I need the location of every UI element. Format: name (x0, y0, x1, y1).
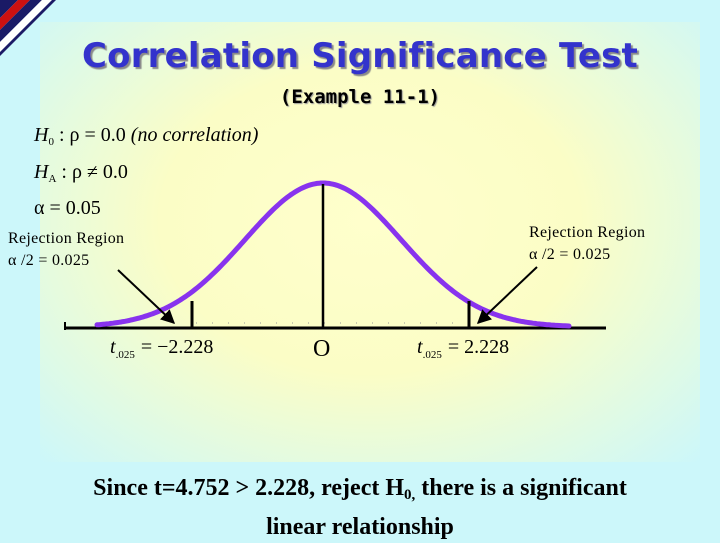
left-t-subscript: .025 (116, 349, 136, 361)
slide-title: Correlation Significance Test (82, 36, 638, 76)
corner-stripes-decoration (0, 0, 56, 56)
conclusion-part-2: there is a significant (415, 475, 627, 501)
right-rejection-title: Rejection Region (529, 224, 646, 241)
center-label: O (313, 336, 330, 362)
left-t-symbol: t (110, 336, 116, 358)
left-rejection-alpha: α /2 = 0.025 (8, 252, 90, 269)
h0-note: (no correlation) (130, 124, 259, 146)
conclusion-line-1: Since t=4.752 > 2.228, reject H0, there … (0, 472, 720, 511)
h0-expression: : ρ = 0.0 (58, 124, 126, 146)
right-t-subscript: .025 (423, 349, 443, 361)
ha-subscript: A (48, 173, 57, 185)
slide-subtitle: (Example 11-1) (279, 86, 441, 108)
conclusion-line-2: linear relationship (266, 514, 454, 540)
background-glow (40, 22, 700, 462)
alpha-level: α = 0.05 (34, 197, 101, 219)
right-t-value: = 2.228 (448, 336, 509, 358)
right-rejection-alpha: α /2 = 0.025 (529, 246, 611, 263)
h0-subscript: 0 (48, 136, 54, 148)
left-rejection-label: Rejection Region α /2 = 0.025 (8, 228, 124, 272)
left-rejection-arrow (117, 269, 176, 324)
right-rejection-label: Rejection Region α /2 = 0.025 (529, 222, 645, 266)
h0-letter: H (34, 124, 49, 146)
right-critical-label: t.025 = 2.228 (417, 336, 509, 361)
ha-expression: : ρ ≠ 0.0 (61, 161, 128, 183)
left-critical-label: t.025 = −2.228 (110, 336, 213, 361)
ha-letter: H (34, 161, 49, 183)
right-rejection-arrow (476, 266, 538, 324)
left-rejection-title: Rejection Region (8, 230, 125, 247)
conclusion-text: Since t=4.752 > 2.228, reject H0, there … (0, 472, 720, 543)
alternative-hypothesis: HA : ρ ≠ 0.0 (34, 161, 128, 185)
left-t-value: = −2.228 (141, 336, 214, 358)
conclusion-part-1: Since t=4.752 > 2.228, reject H (93, 475, 405, 501)
conclusion-subscript: 0, (404, 487, 416, 503)
null-hypothesis: H0 : ρ = 0.0 (no correlation) (34, 124, 258, 148)
right-t-symbol: t (417, 336, 423, 358)
